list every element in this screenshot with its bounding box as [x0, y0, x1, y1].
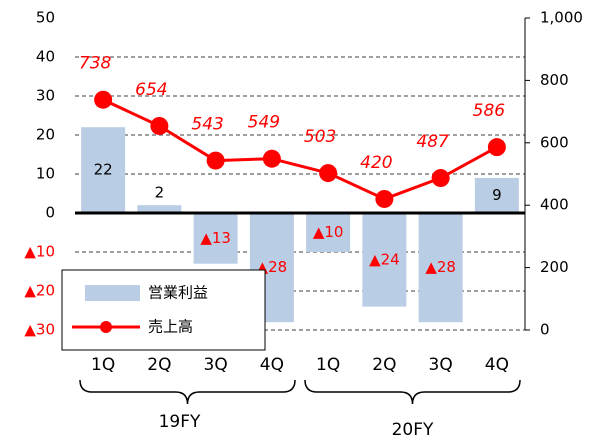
data-label: 549: [248, 113, 280, 133]
y-tick-label: 40: [36, 48, 55, 66]
point: [375, 189, 394, 208]
point: [431, 169, 450, 188]
y2-tick-label: 600: [540, 133, 569, 151]
bar: [193, 213, 238, 264]
data-label: 2: [155, 184, 165, 202]
x-tick-label: 1Q: [91, 355, 115, 375]
y-tick-label: 20: [36, 126, 55, 144]
data-label: 420: [360, 153, 392, 173]
bar: [306, 213, 351, 252]
x-tick-label: 3Q: [429, 355, 453, 375]
x-tick-label: 1Q: [316, 355, 340, 375]
point: [94, 90, 113, 109]
y-tick-label: ▲20: [24, 282, 55, 300]
point: [206, 151, 225, 170]
data-label: ▲10: [313, 223, 344, 241]
data-label: 9: [492, 186, 502, 204]
y-tick-label: ▲30: [24, 321, 55, 339]
group-label: 19FY: [159, 412, 201, 432]
legend-swatch: [100, 321, 112, 333]
point: [487, 138, 506, 157]
point: [319, 164, 338, 183]
bar: [474, 177, 519, 213]
data-label: ▲24: [369, 250, 400, 268]
y-tick-label: 0: [45, 204, 55, 222]
x-tick-label: 4Q: [260, 355, 284, 375]
legend-label: 営業利益: [148, 284, 208, 302]
line: [102, 98, 498, 201]
y2-tick-label: 800: [540, 71, 569, 89]
y-tick-label: ▲10: [24, 243, 55, 261]
y-tick-label: 50: [36, 9, 55, 27]
x-tick-label: 3Q: [204, 355, 228, 375]
legend-label: 売上高: [148, 318, 193, 336]
y2-tick-label: 400: [540, 196, 569, 214]
bar: [362, 213, 407, 307]
data-label: 503: [304, 127, 336, 147]
group-label: 20FY: [392, 420, 434, 438]
x-tick-label: 2Q: [147, 355, 171, 375]
bar: [81, 127, 126, 213]
legend-box: [61, 269, 266, 351]
x-tick-label: 2Q: [372, 355, 396, 375]
data-label: 738: [79, 54, 112, 74]
data-label: 22: [94, 161, 113, 179]
data-label: 586: [473, 101, 506, 121]
y-tick-label: 30: [36, 87, 55, 105]
data-label: 543: [191, 115, 223, 135]
y2-tick-label: 0: [540, 321, 550, 339]
y2-tick-label: 200: [540, 258, 569, 276]
point: [150, 116, 169, 135]
data-label: ▲13: [200, 229, 231, 247]
group-brace: [79, 379, 296, 405]
y2-tick-label: 1,000: [540, 9, 583, 27]
data-label: 487: [416, 132, 449, 152]
group-brace: [304, 379, 521, 405]
legend-swatch: [85, 285, 140, 301]
data-label: 654: [135, 80, 167, 100]
data-label: ▲28: [425, 258, 456, 276]
bar: [418, 213, 463, 323]
y-tick-label: 10: [36, 165, 55, 183]
bar: [137, 205, 182, 213]
x-tick-label: 4Q: [485, 355, 509, 375]
point: [262, 149, 281, 168]
